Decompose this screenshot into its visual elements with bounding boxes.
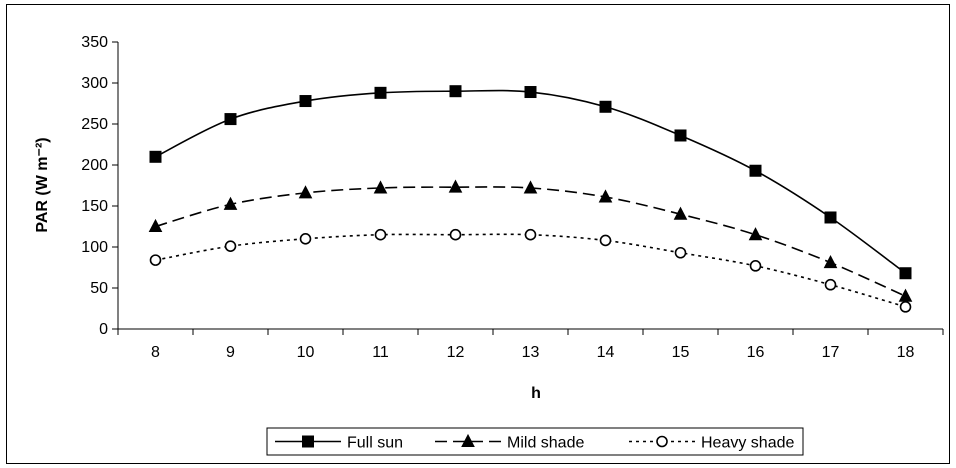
data-point xyxy=(149,150,162,163)
data-point xyxy=(448,179,463,193)
y-axis-title: PAR (W m⁻²) xyxy=(34,137,51,232)
data-point xyxy=(224,240,237,252)
series-line xyxy=(155,233,906,308)
data-point xyxy=(673,206,688,220)
y-tick-label: 300 xyxy=(81,75,108,92)
data-point xyxy=(674,246,687,259)
data-point xyxy=(299,95,312,108)
data-point xyxy=(898,288,913,302)
data-point xyxy=(899,301,912,313)
x-tick-label: 9 xyxy=(226,344,235,361)
data-point xyxy=(374,86,387,99)
data-point xyxy=(823,254,838,269)
x-tick-label: 16 xyxy=(747,344,765,361)
data-point xyxy=(749,260,762,272)
y-tick-label: 0 xyxy=(99,321,108,338)
y-tick-label: 150 xyxy=(81,198,108,215)
legend-label: Heavy shade xyxy=(701,435,794,452)
y-tick-label: 200 xyxy=(81,157,108,174)
data-point xyxy=(599,100,612,113)
legend-label: Full sun xyxy=(347,435,403,452)
data-point xyxy=(449,228,462,241)
x-tick-label: 8 xyxy=(151,344,160,361)
y-tick-label: 50 xyxy=(90,280,108,297)
x-tick-label: 14 xyxy=(597,344,615,361)
data-point xyxy=(523,180,538,194)
data-point xyxy=(524,228,537,241)
legend-marker xyxy=(656,435,668,448)
data-point xyxy=(674,129,687,142)
series-heavy-shade xyxy=(149,228,912,313)
data-point xyxy=(223,196,238,210)
data-point xyxy=(824,278,837,291)
x-tick-label: 18 xyxy=(897,344,915,361)
axes: 0 50 100 150 200 250 300 350 8 9 10 11 12 13 14 15 16 17 1… xyxy=(81,34,944,361)
data-point xyxy=(899,267,912,280)
legend-marker xyxy=(302,435,314,448)
data-point xyxy=(524,86,537,99)
legend-label: Mild shade xyxy=(507,435,584,452)
data-point xyxy=(374,228,387,241)
legend-box xyxy=(266,427,804,456)
y-tick-label: 250 xyxy=(81,116,108,133)
chart: 0 50 100 150 200 250 300 350 8 9 10 11 12 13 14 15 16 17 1… xyxy=(34,34,944,456)
y-tick-label: 100 xyxy=(81,239,108,256)
x-tick-label: 11 xyxy=(372,344,389,361)
x-tick-label: 17 xyxy=(822,344,840,361)
series-mild-shade xyxy=(148,179,913,302)
data-point xyxy=(299,233,312,245)
chart-frame: 0 50 100 150 200 250 300 350 8 9 10 11 12 13 14 15 16 17 1… xyxy=(6,4,950,464)
x-tick-label: 12 xyxy=(447,344,465,361)
data-point xyxy=(373,180,388,194)
legend: Full sun Mild shade Heavy shade xyxy=(266,427,804,456)
series-full-sun xyxy=(149,85,912,280)
data-point xyxy=(298,185,313,199)
x-tick-label: 13 xyxy=(522,344,540,361)
data-point xyxy=(148,218,163,232)
data-point xyxy=(449,85,462,98)
data-point xyxy=(824,211,837,224)
data-point xyxy=(749,164,762,177)
data-point xyxy=(224,113,237,126)
legend-marker xyxy=(461,433,475,447)
data-point xyxy=(599,234,612,247)
x-axis-title: h xyxy=(531,385,541,402)
data-point xyxy=(598,189,613,203)
series-layer xyxy=(148,85,913,313)
x-tick-label: 15 xyxy=(672,344,690,361)
x-tick-label: 10 xyxy=(297,344,315,361)
y-tick-label: 350 xyxy=(81,34,108,51)
data-point xyxy=(748,227,763,241)
data-point xyxy=(149,254,162,266)
